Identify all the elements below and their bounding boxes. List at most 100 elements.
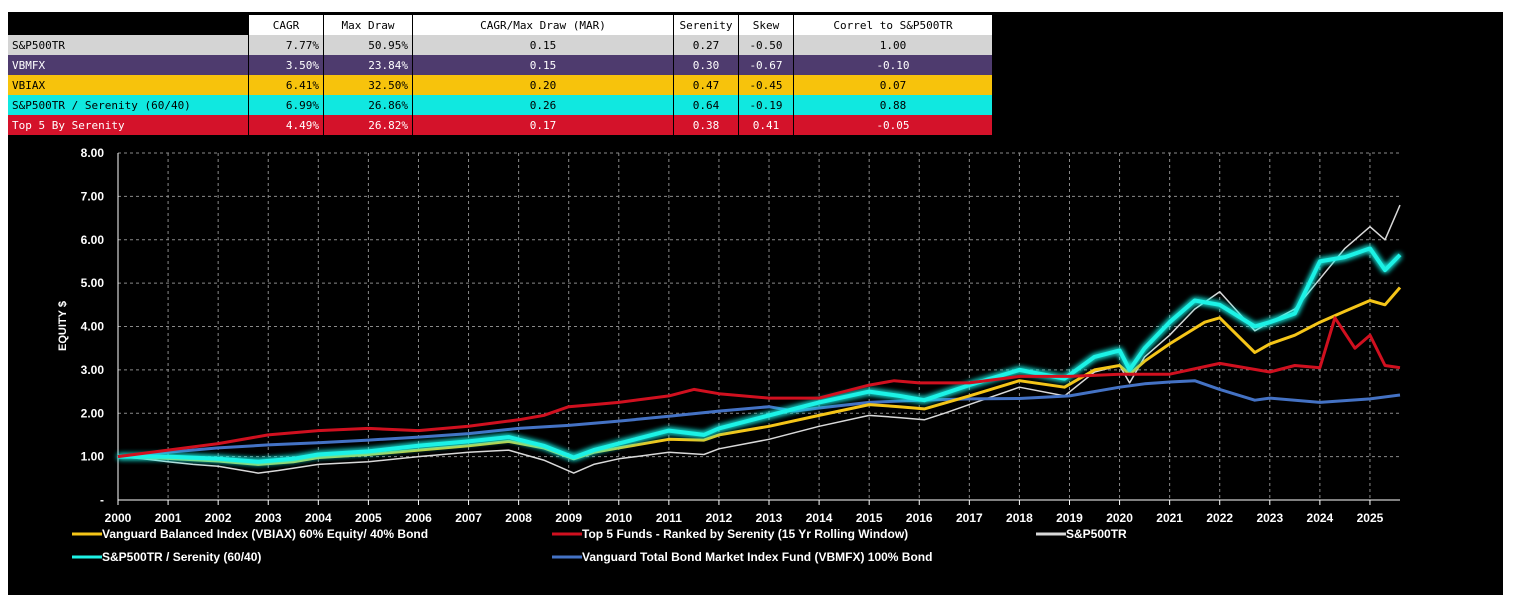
stats-row-label: Top 5 By Serenity: [8, 115, 249, 135]
y-axis: - 1.00 2.00 3.00 4.00 5.00 6.00 7.00 8.00: [81, 146, 119, 507]
legend-label: Vanguard Balanced Index (VBIAX) 60% Equi…: [102, 527, 428, 541]
x-tick-label: 2004: [305, 511, 332, 525]
x-tick-label: 2014: [806, 511, 833, 525]
stats-cell: 0.07: [793, 75, 993, 95]
x-tick-label: 2008: [505, 511, 532, 525]
legend-label: S&P500TR / Serenity (60/40): [102, 550, 261, 564]
stats-cell: 6.41%: [248, 75, 324, 95]
series-line: [118, 246, 1402, 464]
legend: Vanguard Balanced Index (VBIAX) 60% Equi…: [72, 527, 1127, 564]
stats-cell: 4.49%: [248, 115, 324, 135]
y-tick-label: 1.00: [81, 450, 105, 464]
series-lines: [117, 204, 1402, 474]
x-tick-label: 2013: [756, 511, 783, 525]
stats-row-label: VBMFX: [8, 55, 249, 75]
stats-cell: 0.88: [793, 95, 993, 115]
x-tick-label: 2009: [555, 511, 582, 525]
stats-col-serenity: Serenity: [673, 15, 739, 35]
series-line: [117, 316, 1401, 459]
stats-header-row: CAGR Max Draw CAGR/Max Draw (MAR) Sereni…: [8, 15, 993, 35]
x-tick-label: 2007: [455, 511, 482, 525]
series-line: [117, 379, 1401, 459]
series-line: [117, 286, 1402, 466]
x-tick-label: 2020: [1106, 511, 1133, 525]
x-tick-label: 2022: [1206, 511, 1233, 525]
stats-cell: 23.84%: [323, 55, 413, 75]
stats-cell: 3.50%: [248, 55, 324, 75]
stats-cell: 0.41: [738, 115, 794, 135]
x-tick-label: 2015: [856, 511, 883, 525]
stats-row: S&P500TR 7.77% 50.95% 0.15 0.27 -0.50 1.00: [8, 35, 993, 55]
y-axis-label: EQUITY $: [57, 301, 69, 351]
stats-cell: 26.82%: [323, 115, 413, 135]
stats-cell: 0.47: [673, 75, 739, 95]
stats-cell: 0.17: [412, 115, 674, 135]
stats-cell: 50.95%: [323, 35, 413, 55]
legend-label: S&P500TR: [1066, 527, 1127, 541]
x-tick-label: 2018: [1006, 511, 1033, 525]
stats-cell: 1.00: [793, 35, 993, 55]
x-axis: 2000 2001 2002 2003 2004 2005 2006 2007 2008 2009…: [105, 499, 1400, 525]
y-tick-label: 3.00: [81, 363, 105, 377]
x-tick-label: 2005: [355, 511, 382, 525]
stats-row: VBMFX 3.50% 23.84% 0.15 0.30 -0.67 -0.10: [8, 55, 993, 75]
stats-col-skew: Skew: [738, 15, 794, 35]
x-tick-label: 2016: [906, 511, 933, 525]
stats-col-cagr: CAGR: [248, 15, 324, 35]
stats-cell: 0.20: [412, 75, 674, 95]
stats-row-label: S&P500TR / Serenity (60/40): [8, 95, 249, 115]
x-tick-label: 2023: [1256, 511, 1283, 525]
x-tick-label: 2000: [105, 511, 132, 525]
stats-cell: 0.26: [412, 95, 674, 115]
stats-header-blank: [8, 15, 249, 35]
y-tick-label: 4.00: [81, 320, 105, 334]
stats-row: S&P500TR / Serenity (60/40) 6.99% 26.86% 0.…: [8, 95, 993, 115]
x-tick-label: 2021: [1156, 511, 1183, 525]
stats-cell: 6.99%: [248, 95, 324, 115]
x-tick-label: 2010: [605, 511, 632, 525]
stats-row-label: VBIAX: [8, 75, 249, 95]
stats-table: CAGR Max Draw CAGR/Max Draw (MAR) Sereni…: [8, 15, 993, 135]
stats-cell: 0.27: [673, 35, 739, 55]
series-line: [117, 204, 1401, 474]
stats-row-label: S&P500TR: [8, 35, 249, 55]
grid-lines: [117, 152, 1400, 500]
stats-cell: 0.38: [673, 115, 739, 135]
y-tick-label: 5.00: [81, 276, 105, 290]
stats-cell: 0.30: [673, 55, 739, 75]
x-tick-label: 2012: [706, 511, 733, 525]
legend-label: Top 5 Funds - Ranked by Serenity (15 Yr …: [582, 527, 908, 541]
stats-cell: 0.15: [412, 35, 674, 55]
x-tick-label: 2025: [1357, 511, 1384, 525]
stats-row: VBIAX 6.41% 32.50% 0.20 0.47 -0.45 0.07: [8, 75, 993, 95]
stats-cell: -0.45: [738, 75, 794, 95]
stats-cell: -0.19: [738, 95, 794, 115]
stats-cell: 0.64: [673, 95, 739, 115]
stats-cell: -0.05: [793, 115, 993, 135]
x-tick-label: 2003: [255, 511, 282, 525]
stats-cell: 32.50%: [323, 75, 413, 95]
y-tick-label: 8.00: [81, 146, 105, 160]
stats-row: Top 5 By Serenity 4.49% 26.82% 0.17 0.38 0.41…: [8, 115, 993, 135]
x-tick-label: 2011: [656, 511, 682, 525]
x-tick-label: 2024: [1307, 511, 1334, 525]
x-tick-label: 2001: [155, 511, 182, 525]
x-tick-label: 2017: [956, 511, 983, 525]
stats-cell: 7.77%: [248, 35, 324, 55]
stats-cell: 0.15: [412, 55, 674, 75]
x-tick-label: 2019: [1056, 511, 1083, 525]
stats-cell: -0.10: [793, 55, 993, 75]
stats-col-correl: Correl to S&P500TR: [793, 15, 993, 35]
y-tick-label: 6.00: [81, 233, 105, 247]
x-tick-label: 2006: [405, 511, 432, 525]
stats-cell: -0.67: [738, 55, 794, 75]
x-tick-label: 2002: [205, 511, 232, 525]
y-tick-label: 7.00: [81, 189, 105, 203]
y-tick-label: 2.00: [81, 406, 105, 420]
stats-cell: 26.86%: [323, 95, 413, 115]
y-tick-label: -: [100, 493, 104, 507]
stats-cell: -0.50: [738, 35, 794, 55]
stats-col-mar: CAGR/Max Draw (MAR): [412, 15, 674, 35]
stats-col-max-draw: Max Draw: [323, 15, 413, 35]
